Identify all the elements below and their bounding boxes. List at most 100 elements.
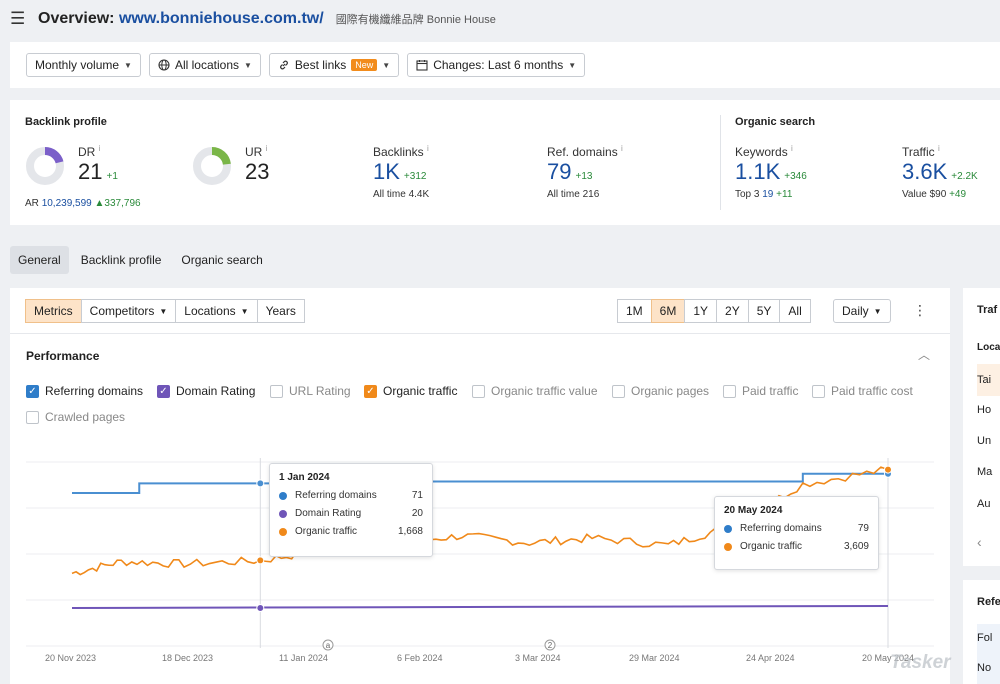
side-row[interactable]: Ma <box>977 466 993 478</box>
series-line-referring-domains <box>72 468 889 494</box>
tooltip-label: Referring domains <box>295 490 377 501</box>
traffic-metric: Traffic i 3.6K +2.2K Value $90 +49 <box>902 144 978 200</box>
checkbox-crawled-pages[interactable]: Crawled pages <box>26 410 125 424</box>
dr-donut-arc <box>26 147 64 185</box>
tab-organic-search[interactable]: Organic search <box>181 253 263 267</box>
more-options-icon[interactable]: ⋮ <box>913 302 927 318</box>
chevron-down-icon: ▼ <box>124 60 132 70</box>
checkbox-referring-domains[interactable]: ✓ Referring domains <box>26 384 143 398</box>
checkbox-url-rating[interactable]: URL Rating <box>270 384 351 398</box>
x-tick-label: 3 Mar 2024 <box>515 653 561 663</box>
x-tick-label: 11 Jan 2024 <box>279 653 328 663</box>
backlinks-label[interactable]: Backlinks i <box>373 144 429 159</box>
years-button[interactable]: Years <box>256 299 305 323</box>
checkbox-organic-traffic[interactable]: ✓ Organic traffic <box>364 384 457 398</box>
range-1y[interactable]: 1Y <box>684 299 718 323</box>
ur-label-text: UR <box>245 145 263 159</box>
dr-delta: +1 <box>106 171 118 182</box>
ar-delta: ▲337,796 <box>94 198 141 209</box>
backlinks-delta: +312 <box>403 171 427 182</box>
checkbox-organic-pages[interactable]: Organic pages <box>612 384 709 398</box>
tooltip-date: 20 May 2024 <box>724 505 783 516</box>
info-icon[interactable]: i <box>98 144 101 153</box>
monthly-volume-dropdown[interactable]: Monthly volume ▼ <box>26 53 141 77</box>
side-row-highlight <box>977 364 1000 396</box>
chart-point[interactable] <box>884 465 892 474</box>
interval-dropdown[interactable]: Daily ▼ <box>833 299 891 323</box>
tooltip-value: 79 <box>857 523 869 534</box>
backlinks-metric: Backlinks i 1K +312 All time 4.4K <box>373 144 429 200</box>
all-locations-dropdown[interactable]: All locations ▼ <box>148 53 261 77</box>
info-icon[interactable]: i <box>621 144 623 153</box>
info-icon[interactable]: i <box>427 144 429 153</box>
legend-dot-icon <box>279 509 287 518</box>
legend-dot-icon <box>279 527 287 536</box>
range-all[interactable]: All <box>779 299 811 323</box>
chart-point[interactable] <box>256 604 265 612</box>
ar-value[interactable]: 10,239,599 <box>41 198 92 209</box>
new-badge: New <box>351 59 378 71</box>
keywords-value[interactable]: 1.1K <box>735 159 781 184</box>
annotation-marker[interactable]: a <box>322 639 334 651</box>
chart-point[interactable] <box>256 479 265 488</box>
side-row[interactable]: Tai <box>977 374 992 386</box>
info-icon[interactable]: i <box>791 144 793 153</box>
info-icon[interactable]: i <box>265 144 268 153</box>
ref-domains-label[interactable]: Ref. domains i <box>547 144 623 159</box>
ref-domains-alltime-label: All time <box>547 189 580 200</box>
tooltip-row: Organic traffic 3,609 <box>724 541 869 552</box>
tab-backlink-profile[interactable]: Backlink profile <box>80 253 162 267</box>
checkbox-paid-traffic-cost[interactable]: Paid traffic cost <box>812 384 913 398</box>
checkbox-label: Organic traffic value <box>491 384 598 398</box>
chevron-down-icon: ▼ <box>568 60 577 70</box>
side-row[interactable]: No <box>977 662 992 674</box>
hamburger-icon[interactable]: ☰ <box>10 9 26 28</box>
tooltip-row: Organic traffic 1,668 <box>279 526 423 537</box>
top3-value[interactable]: 19 <box>762 189 774 200</box>
chevron-left-icon[interactable]: ‹ <box>977 534 982 550</box>
checkbox-label: Paid traffic <box>742 384 799 398</box>
link-icon <box>280 60 288 70</box>
checkbox-paid-traffic[interactable]: Paid traffic <box>723 384 798 398</box>
annotation-marker[interactable]: 2 <box>544 639 556 651</box>
tooltip-value: 20 <box>411 508 423 519</box>
locations-dropdown[interactable]: Locations ▼ <box>175 299 258 323</box>
backlinks-value[interactable]: 1K <box>373 159 400 184</box>
checkbox-domain-rating[interactable]: ✓ Domain Rating <box>157 384 255 398</box>
page-title-url[interactable]: www.bonniehouse.com.tw/ <box>118 10 324 27</box>
tooltip-label: Organic traffic <box>740 541 803 552</box>
changes-dropdown[interactable]: Changes: Last 6 months ▼ <box>407 53 586 77</box>
range-5y[interactable]: 5Y <box>747 299 781 323</box>
dr-label[interactable]: DR i <box>78 144 118 159</box>
checkbox-organic-traffic-value[interactable]: Organic traffic value <box>472 384 598 398</box>
best-links-dropdown[interactable]: Best links New ▼ <box>268 53 400 77</box>
ar-metric: AR 10,239,599 ▲337,796 <box>25 198 141 209</box>
referring-side-card: Refe Fol No <box>963 580 1000 684</box>
side-row[interactable]: Un <box>977 435 992 447</box>
tooltip-date: 1 Jan 2024 <box>279 472 330 483</box>
tooltip-value: 1,668 <box>397 526 423 537</box>
chevron-down-icon: ▼ <box>159 306 168 316</box>
tab-general[interactable]: General <box>10 246 69 274</box>
backlinks-label-text: Backlinks <box>373 145 424 159</box>
ref-domains-value[interactable]: 79 <box>547 159 572 184</box>
range-2y[interactable]: 2Y <box>716 299 749 323</box>
range-6m[interactable]: 6M <box>650 299 686 323</box>
ur-label[interactable]: UR i <box>245 144 269 159</box>
ar-label: AR <box>25 198 39 209</box>
traffic-label[interactable]: Traffic i <box>902 144 978 159</box>
range-1m[interactable]: 1M <box>617 299 652 323</box>
chevron-up-icon[interactable]: ︿ <box>918 348 931 362</box>
competitors-dropdown[interactable]: Competitors ▼ <box>80 299 177 323</box>
metrics-button[interactable]: Metrics <box>25 299 82 323</box>
side-row[interactable]: Au <box>977 498 991 510</box>
traffic-value[interactable]: 3.6K <box>902 159 948 184</box>
keywords-label[interactable]: Keywords i <box>735 144 807 159</box>
side-row[interactable]: Ho <box>977 404 992 416</box>
tooltip-label: Domain Rating <box>295 508 362 519</box>
chart-point[interactable] <box>256 556 265 565</box>
x-tick-label: 6 Feb 2024 <box>397 653 443 663</box>
info-icon[interactable]: i <box>938 144 940 153</box>
side-row[interactable]: Fol <box>977 632 993 644</box>
ur-value: 23 <box>245 159 270 184</box>
